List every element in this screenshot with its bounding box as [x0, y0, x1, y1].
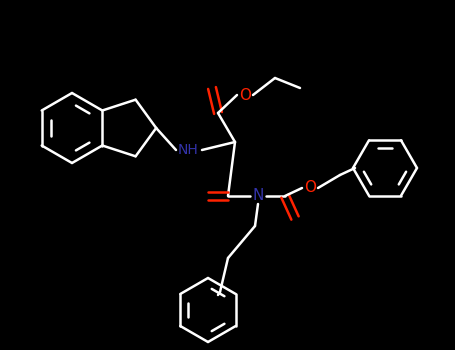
Text: O: O — [304, 181, 316, 196]
Text: N: N — [253, 189, 264, 203]
Text: O: O — [239, 88, 251, 103]
Text: NH: NH — [177, 143, 198, 157]
